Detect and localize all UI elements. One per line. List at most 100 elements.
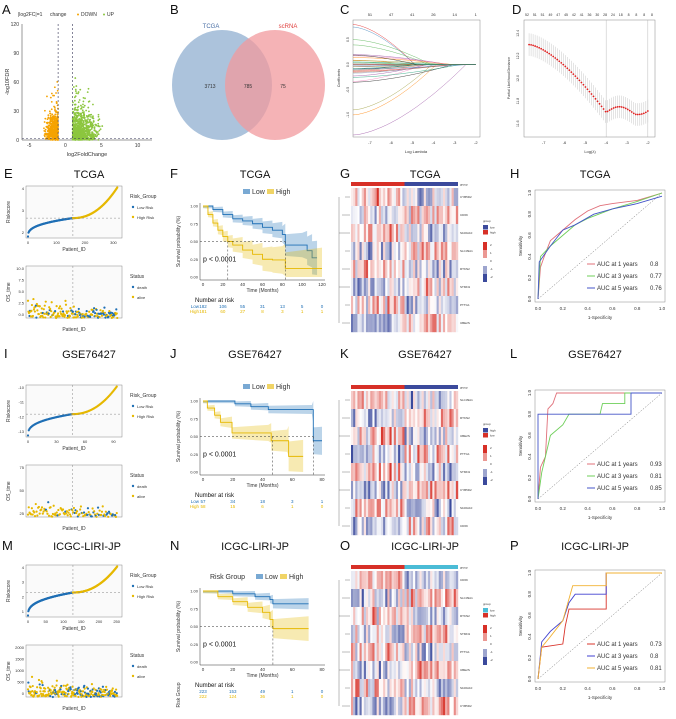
heatmap-cell [400,260,403,279]
legend-death: death [137,484,147,489]
heatmap-cell [408,679,412,698]
heatmap-cell [374,278,377,297]
heatmap-cell [428,499,431,518]
y-axis-label: Sensitivity [518,615,523,636]
point-death [69,688,72,691]
heatmap-cell [419,499,422,518]
heatmap-cell [351,661,354,680]
heatmap-cell [404,224,407,243]
heatmap-cell [378,463,382,482]
heatmap-cell [398,481,401,500]
point-alive [111,687,114,690]
cv-point [570,71,573,74]
heatmap-cell [438,661,442,680]
heatmap-cell [370,625,373,644]
heatmap-cell [359,188,362,207]
heatmap-cell [393,607,397,626]
risk-table-value: 0 [321,504,324,509]
plot-frame [25,384,123,438]
heatmap-cell [353,571,356,590]
heatmap-cell [395,409,399,428]
heatmap-cell [391,697,394,716]
heatmap-cell [383,427,386,446]
heatmap-cell [447,679,450,698]
heatmap-cell [447,625,450,644]
heatmap-cell [402,188,405,207]
heatmap-cell [413,625,416,644]
heatmap-cell [380,260,384,279]
heatmap-cell [378,278,382,297]
heatmap-cell [443,463,446,482]
heatmap-cell [417,643,420,662]
point-alive [45,510,48,513]
heatmap-cell [363,224,367,243]
point-down [49,131,52,133]
heatmap-cell [353,517,356,536]
heatmap-cell [404,661,407,680]
heatmap-cell [398,517,401,536]
x-tick-label: 60 [83,439,88,444]
heatmap-cell [440,499,444,518]
point-alive [31,314,35,318]
point-death [77,686,80,689]
point-alive [101,505,104,508]
heatmap-cell [404,625,407,644]
color-scale-step [483,657,487,665]
point-down [50,108,53,111]
heatmap-cell [440,278,444,297]
color-scale-step [483,445,487,453]
x-tick-label: 0.6 [609,506,616,511]
point-up [97,122,100,125]
color-scale-step [483,258,487,266]
heatmap-cell [395,517,399,536]
point-alive [27,506,30,509]
heatmap-cell [404,409,407,428]
heatmap-cell [391,463,394,482]
point-death [38,683,41,686]
heatmap-cell [428,206,431,225]
heatmap-cell [413,661,416,680]
heatmap-cell [404,679,407,698]
heatmap-cell [408,571,412,590]
heatmap-cell [378,517,382,536]
heatmap-cell [423,661,427,680]
heatmap-cell [428,679,431,698]
heatmap-cell [359,697,362,716]
heatmap-cell [357,625,360,644]
cv-point [576,77,579,80]
group-annotation-bar [404,182,458,186]
heatmap-cell [365,260,369,279]
y-tick-label: 0.00 [190,470,199,475]
cv-point [598,102,601,105]
heatmap-cell [385,427,388,446]
heatmap-cell [374,427,377,446]
cv-point [528,43,530,46]
heatmap-cell [436,589,439,608]
top-tick-label: 18 [619,13,623,17]
heatmap-cell [434,481,437,500]
heatmap-cell [410,391,414,410]
heatmap-cell [406,206,409,225]
point-up [84,119,87,122]
x-tick-label: 50 [44,619,49,624]
heatmap-cell [387,427,390,446]
heatmap-cell [449,571,452,590]
risk-table-value: 222 [199,694,207,699]
heatmap-cell [357,481,360,500]
point-down [46,126,49,129]
heatmap-cell [374,499,377,518]
point-alive [38,512,41,515]
point-alive [49,506,52,509]
y-tick-label: -1.0 [346,112,350,118]
heatmap-cell [408,643,412,662]
point-alive [87,511,90,514]
y-tick-label: 0.6 [527,232,532,239]
heatmap-cell [368,188,371,207]
heatmap-cell [393,499,397,518]
x-tick-label: 40 [260,667,266,672]
legend-title: Risk_Group [130,393,157,399]
x-tick-label: 0.4 [584,506,591,511]
point-alive [55,511,58,514]
y-axis-label: OS_time [6,282,12,302]
heatmap-cell [425,661,429,680]
